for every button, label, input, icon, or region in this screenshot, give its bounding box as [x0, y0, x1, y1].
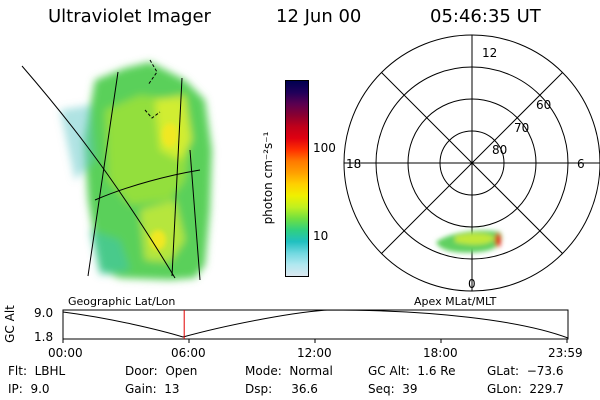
glat-info: GLat: −73.6: [487, 364, 564, 378]
time-display: 05:46:35 UT: [430, 6, 541, 27]
xtick-1200: 12:00: [297, 346, 332, 360]
mlt-label-0: 0: [468, 277, 476, 291]
colorbar-label: photon cm⁻²s⁻¹: [261, 131, 275, 225]
seq-info: Seq: 39: [368, 382, 418, 396]
mode-info: Mode: Normal: [245, 364, 333, 378]
xtick-1800: 18:00: [423, 346, 458, 360]
lat-label-80: 80: [492, 143, 508, 157]
ip-info: IP: 9.0: [8, 382, 50, 396]
geographic-caption: Geographic Lat/Lon: [68, 295, 176, 308]
timeline-ymax: 9.0: [34, 306, 54, 320]
lat-label-60: 60: [536, 98, 552, 112]
timeline-ylabel: GC Alt: [3, 305, 17, 343]
timeline-ymin: 1.8: [34, 330, 54, 344]
app-title: Ultraviolet Imager: [48, 6, 211, 27]
colorbar-tick-10: 10: [313, 229, 329, 243]
magnetic-caption: Apex MLat/MLT: [414, 295, 497, 308]
polar-auroral-oval: [436, 230, 502, 253]
glon-info: GLon: 229.7: [487, 382, 564, 396]
colorbar-tick-100: 100: [313, 141, 336, 155]
geographic-grid-lines: [21, 59, 201, 281]
mlt-label-6: 6: [577, 157, 585, 171]
lat-label-70: 70: [514, 121, 530, 135]
geographic-auroral-image: [60, 62, 212, 280]
date-display: 12 Jun 00: [276, 6, 362, 27]
xtick-0000: 00:00: [48, 346, 83, 360]
door-info: Door: Open: [125, 364, 198, 378]
mlt-label-18: 18: [346, 157, 362, 171]
xtick-0600: 06:00: [171, 346, 206, 360]
gc-alt-info: GC Alt: 1.6 Re: [368, 364, 456, 378]
dsp-info: Dsp: 36.6: [245, 382, 318, 396]
gain-info: Gain: 13: [125, 382, 180, 396]
intensity-colorbar: [285, 80, 309, 277]
xtick-2359: 23:59: [548, 346, 583, 360]
filter-info: Flt: LBHL: [8, 364, 66, 378]
mlt-label-12: 12: [482, 46, 498, 60]
